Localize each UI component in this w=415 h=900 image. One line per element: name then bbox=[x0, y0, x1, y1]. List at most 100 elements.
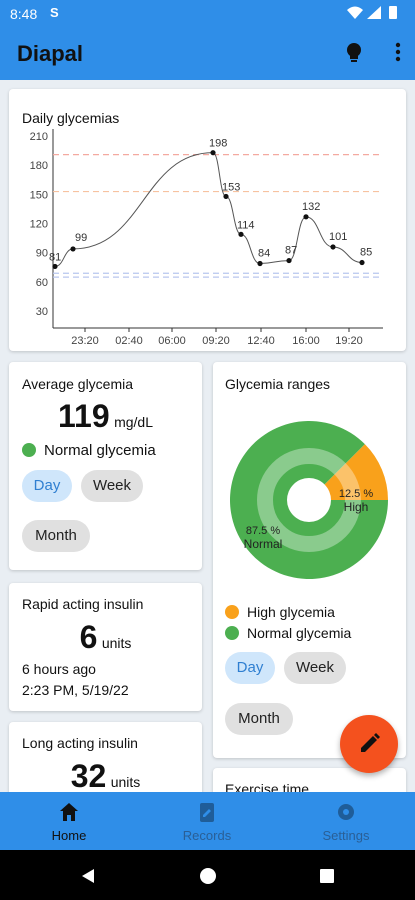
x-tick-label: 09:20 bbox=[202, 335, 230, 347]
y-tick-label: 150 bbox=[30, 189, 48, 201]
status-time: 8:48 bbox=[10, 6, 38, 22]
data-point bbox=[223, 193, 229, 200]
add-record-fab[interactable] bbox=[340, 715, 398, 773]
glycemia-status: Normal glycemia bbox=[22, 442, 156, 459]
ranges-chip-day[interactable]: Day bbox=[225, 652, 275, 684]
average-glycemia-value-row: 119 mg/dL bbox=[9, 398, 202, 435]
more-options-icon[interactable] bbox=[395, 42, 401, 67]
slice-normal-percent: 87.5 % bbox=[246, 525, 280, 537]
chip-week[interactable]: Week bbox=[81, 470, 143, 502]
rapid-insulin-datetime: 2:23 PM, 5/19/22 bbox=[22, 682, 129, 698]
chip-day[interactable]: Day bbox=[22, 470, 72, 502]
exercise-card: Exercise time bbox=[213, 768, 406, 792]
chip-month[interactable]: Month bbox=[22, 520, 90, 552]
rapid-insulin-title: Rapid acting insulin bbox=[22, 596, 144, 612]
average-glycemia-unit: mg/dL bbox=[114, 414, 153, 430]
x-tick-label: 06:00 bbox=[158, 335, 186, 347]
y-tick-label: 120 bbox=[30, 219, 48, 231]
donut-hole bbox=[287, 478, 331, 522]
average-glycemia-card: Average glycemia 119 mg/dL Normal glycem… bbox=[9, 362, 202, 570]
slice-high bbox=[309, 444, 388, 500]
status-dot bbox=[22, 443, 36, 457]
slice-high-percent: 12.5 % bbox=[339, 488, 373, 500]
daily-glycemias-card: Daily glycemias 210 180 150 120 90 60 30 23:20 0… bbox=[9, 89, 406, 351]
data-label: 85 bbox=[360, 247, 372, 259]
wifi-icon bbox=[347, 6, 363, 19]
daily-glycemias-chart: 210 180 150 120 90 60 30 23:20 02:40 06:00 09:20 12… bbox=[30, 129, 383, 347]
records-icon bbox=[195, 801, 219, 828]
legend-normal: Normal glycemia bbox=[225, 625, 351, 641]
glycemia-ranges-card: Glycemia ranges 12.5 % High 87.5 % Normal H… bbox=[213, 362, 406, 758]
exercise-title: Exercise time bbox=[225, 781, 310, 792]
data-label: 99 bbox=[75, 232, 87, 244]
long-insulin-card: Long acting insulin 32 units bbox=[9, 722, 202, 792]
glycemia-ranges-pie: 12.5 %High 87.5 %Normal bbox=[230, 421, 388, 579]
data-point bbox=[210, 150, 216, 156]
nav-home[interactable]: Home bbox=[0, 792, 138, 850]
data-label: 132 bbox=[302, 201, 320, 213]
legend-label-normal: Normal glycemia bbox=[247, 625, 352, 641]
average-glycemia-title: Average glycemia bbox=[22, 376, 134, 392]
y-tick-label: 30 bbox=[36, 306, 48, 318]
ranges-chip-month[interactable]: Month bbox=[225, 703, 293, 735]
signal-icon bbox=[367, 6, 381, 19]
rapid-insulin-ago: 6 hours ago bbox=[22, 661, 96, 677]
rapid-insulin-unit: units bbox=[101, 635, 132, 651]
back-icon bbox=[82, 869, 94, 883]
data-point bbox=[257, 260, 263, 267]
long-insulin-unit: units bbox=[110, 774, 141, 790]
legend-dot-high bbox=[225, 605, 239, 619]
edit-icon bbox=[361, 733, 380, 752]
glycemia-ranges-title: Glycemia ranges bbox=[225, 376, 331, 392]
data-label: 87 bbox=[285, 245, 297, 257]
home-circle-icon bbox=[200, 868, 216, 884]
data-point bbox=[52, 263, 58, 270]
long-insulin-value: 32 bbox=[70, 758, 107, 792]
legend-dot-normal bbox=[225, 626, 239, 640]
lightbulb-icon[interactable] bbox=[345, 42, 363, 69]
x-tick-label: 23:20 bbox=[71, 335, 99, 347]
data-point bbox=[286, 257, 292, 264]
data-point bbox=[359, 259, 365, 266]
legend-label-high: High glycemia bbox=[247, 604, 335, 620]
data-point bbox=[238, 231, 244, 237]
nav-settings-label: Settings bbox=[322, 828, 370, 843]
y-tick-label: 60 bbox=[36, 277, 48, 289]
x-tick-label: 16:00 bbox=[292, 335, 320, 347]
slice-high-label: High bbox=[344, 500, 369, 514]
legend-high: High glycemia bbox=[225, 604, 335, 620]
rapid-insulin-value: 6 bbox=[79, 619, 98, 655]
scroll-content[interactable]: Daily glycemias 210 180 150 120 90 60 30 23:20 0… bbox=[0, 80, 415, 792]
bottom-navigation: Home Records Settings bbox=[0, 792, 415, 850]
nav-settings[interactable]: Settings bbox=[277, 792, 415, 850]
settings-icon bbox=[334, 801, 358, 828]
data-label: 198 bbox=[209, 138, 227, 150]
data-label: 81 bbox=[49, 251, 61, 263]
data-point bbox=[303, 214, 309, 220]
data-point bbox=[330, 244, 336, 250]
y-tick-label: 180 bbox=[30, 160, 48, 172]
data-label: 101 bbox=[329, 231, 347, 243]
status-icons bbox=[345, 4, 403, 25]
x-tick-label: 19:20 bbox=[335, 335, 363, 347]
app-title: Diapal bbox=[17, 41, 84, 66]
nav-records-label: Records bbox=[182, 828, 232, 843]
recents-icon bbox=[320, 869, 334, 883]
battery-icon bbox=[389, 6, 397, 19]
x-tick-label: 02:40 bbox=[115, 335, 143, 347]
home-icon bbox=[57, 801, 81, 828]
y-tick-label: 210 bbox=[30, 131, 48, 143]
long-insulin-value-row: 32 units bbox=[9, 758, 202, 792]
status-bar: 8:48 S bbox=[0, 0, 415, 28]
data-label: 84 bbox=[258, 248, 270, 260]
x-tick-label: 12:40 bbox=[247, 335, 275, 347]
long-insulin-title: Long acting insulin bbox=[22, 735, 138, 751]
slice-normal-label: Normal bbox=[244, 537, 283, 551]
data-point bbox=[70, 246, 76, 252]
data-label: 153 bbox=[222, 181, 240, 193]
s-notification-icon: S bbox=[50, 5, 59, 20]
ranges-chip-week[interactable]: Week bbox=[284, 652, 346, 684]
nav-records[interactable]: Records bbox=[138, 792, 276, 850]
rapid-insulin-card: Rapid acting insulin 6 units 6 hours ago… bbox=[9, 583, 202, 711]
app-bar: Diapal bbox=[0, 28, 415, 80]
